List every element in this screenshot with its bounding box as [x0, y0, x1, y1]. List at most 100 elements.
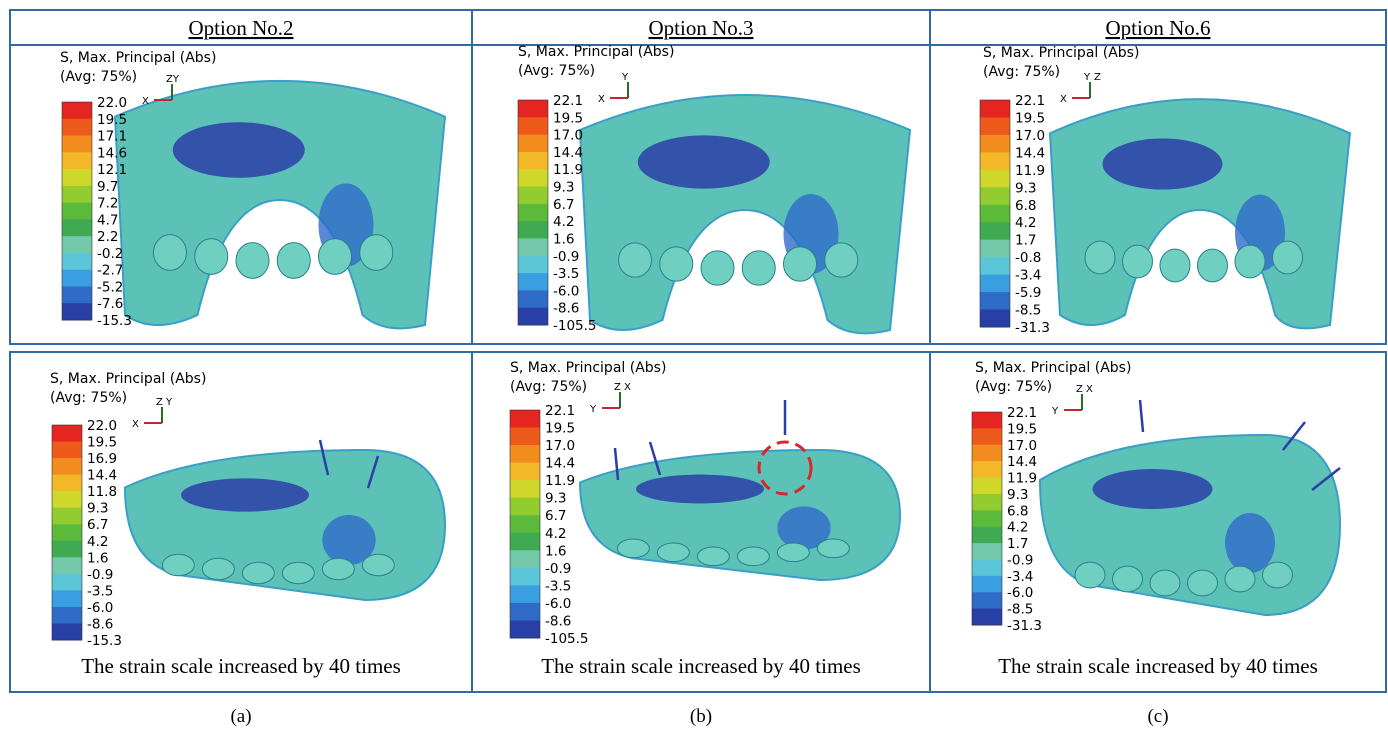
colorbar-band — [52, 475, 82, 492]
tooth — [195, 239, 228, 275]
colorbar-band — [52, 508, 82, 525]
colorbar-band — [518, 187, 548, 205]
colorbar-band — [972, 428, 1002, 445]
colorbar-band — [518, 117, 548, 135]
legend-value: -0.9 — [545, 561, 571, 577]
legend-value: 1.6 — [87, 550, 108, 566]
legend-value: 1.6 — [545, 543, 566, 559]
colorbar-band — [980, 222, 1010, 240]
legend-value: -15.3 — [97, 313, 132, 329]
legend-value: 22.0 — [97, 95, 127, 111]
legend-value: 17.1 — [97, 129, 127, 145]
legend-value: 9.7 — [97, 179, 118, 195]
axis-label: Z — [614, 382, 621, 393]
tooth — [1160, 249, 1190, 282]
legend-value: 6.7 — [545, 508, 566, 524]
tooth — [784, 247, 817, 281]
tooth — [242, 562, 274, 583]
legend-value: 22.0 — [87, 418, 117, 434]
tooth — [1225, 566, 1255, 592]
colorbar-band — [510, 533, 540, 551]
tooth — [202, 558, 234, 579]
colorbar-band — [980, 257, 1010, 275]
colorbar-band — [62, 186, 92, 203]
legend-value: -0.2 — [97, 246, 123, 262]
caption: The strain scale increased by 40 times — [81, 654, 401, 678]
tooth — [319, 239, 352, 275]
axis-label: X — [624, 382, 631, 393]
colorbar-band — [510, 463, 540, 481]
legend-value: -0.9 — [1007, 552, 1033, 568]
colorbar-band — [62, 236, 92, 253]
axis-label: ZY — [166, 74, 180, 85]
tooth — [825, 243, 858, 277]
colorbar-band — [518, 204, 548, 222]
legend-value: 9.3 — [1007, 487, 1028, 503]
legend-value: 6.8 — [1007, 503, 1028, 519]
tooth — [362, 554, 394, 575]
legend-value: 19.5 — [553, 110, 583, 126]
axis-label: Y — [165, 397, 173, 408]
tooth — [162, 554, 194, 575]
legend-value: 19.5 — [97, 112, 127, 128]
model-body — [1050, 99, 1350, 328]
legend-value: -105.5 — [545, 631, 589, 647]
legend-value: 17.0 — [1015, 128, 1045, 144]
legend-value: 11.8 — [87, 484, 117, 500]
colorbar-band — [980, 240, 1010, 258]
legend-value: 14.4 — [87, 468, 117, 484]
axis-label: Y — [1051, 406, 1059, 417]
colorbar-band — [980, 100, 1010, 118]
colorbar-band — [510, 498, 540, 516]
tooth — [322, 558, 354, 579]
colorbar-band — [52, 623, 82, 640]
axis-label: X — [142, 96, 149, 107]
tooth — [1085, 241, 1115, 274]
caption: The strain scale increased by 40 times — [541, 654, 861, 678]
tooth — [236, 243, 269, 279]
colorbar-band — [62, 303, 92, 320]
legend-title: S, Max. Principal (Abs) — [983, 45, 1139, 61]
subfigure-label: (b) — [690, 706, 712, 727]
colorbar-band — [62, 102, 92, 119]
legend-value: 11.9 — [553, 162, 583, 178]
legend-value: -3.4 — [1007, 569, 1033, 585]
colorbar-band — [980, 205, 1010, 223]
tooth — [1188, 570, 1218, 596]
model — [580, 450, 900, 580]
colorbar-band — [980, 275, 1010, 293]
tooth — [154, 235, 187, 271]
legend-value: -31.3 — [1007, 618, 1042, 634]
legend-value: 11.9 — [1015, 163, 1045, 179]
column-header: Option No.3 — [649, 16, 754, 40]
colorbar-band — [62, 152, 92, 169]
colorbar-band — [518, 308, 548, 326]
stress-region — [636, 475, 764, 504]
axis-label: Y — [1083, 72, 1091, 83]
tooth — [1198, 249, 1228, 282]
tooth — [617, 539, 649, 558]
legend-value: -6.0 — [553, 283, 579, 299]
colorbar-band — [518, 256, 548, 274]
legend-value: 14.4 — [1015, 145, 1045, 161]
tooth — [657, 543, 689, 562]
legend-value: -3.4 — [1015, 268, 1041, 284]
colorbar-band — [52, 524, 82, 541]
stress-region — [1093, 469, 1213, 509]
axis-label: Z — [156, 397, 163, 408]
colorbar-band — [518, 100, 548, 118]
legend-value: 11.9 — [545, 473, 575, 489]
legend-value: 16.9 — [87, 451, 117, 467]
legend-value: 22.1 — [545, 403, 575, 419]
colorbar-band — [62, 253, 92, 270]
legend-value: 14.4 — [1007, 454, 1037, 470]
tooth — [360, 235, 393, 271]
subfigure-label: (a) — [230, 706, 251, 727]
column-header: Option No.6 — [1106, 16, 1211, 40]
legend-value: -6.0 — [87, 600, 113, 616]
legend-value: 11.9 — [1007, 471, 1037, 487]
colorbar-band — [52, 557, 82, 574]
legend-value: 1.7 — [1015, 233, 1036, 249]
legend-value: -8.5 — [1007, 602, 1033, 618]
colorbar-band — [972, 478, 1002, 495]
